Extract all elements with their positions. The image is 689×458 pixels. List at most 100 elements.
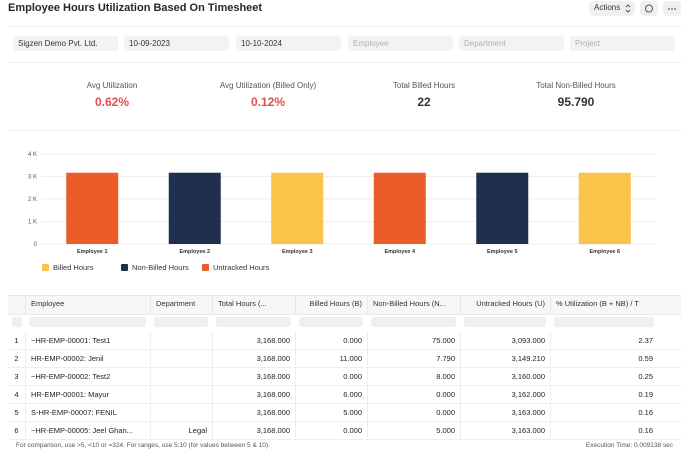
table-cell: 0.000 [295, 422, 367, 439]
table-cell: 2.37 [550, 332, 658, 349]
card-value: 0.62% [94, 95, 130, 109]
table-cell: ~HR-EMP-00001: Test1 [25, 332, 150, 349]
table-cell: ~HR-EMP-00005: Jeel Ghan... [25, 422, 150, 439]
table-cell: 3,093.000 [460, 332, 550, 349]
filter-field[interactable]: Project [570, 36, 675, 51]
bar [271, 172, 324, 244]
more-button[interactable] [663, 1, 681, 16]
page-title: Employee Hours Utilization Based On Time… [8, 2, 263, 14]
column-header[interactable]: Billed Hours (B) [295, 295, 367, 313]
table-cell: HR-EMP-00001: Mayur [25, 386, 150, 403]
table-cell: 3,168.000 [212, 368, 295, 385]
table-cell: 3,168.000 [212, 386, 295, 403]
table-cell [150, 350, 212, 367]
card-value: 0.12% [250, 95, 286, 109]
column-filter[interactable] [216, 317, 291, 327]
column-header[interactable]: Department [150, 295, 212, 313]
column-filter[interactable] [464, 317, 546, 327]
table-cell: 3,162.000 [460, 386, 550, 403]
bar [578, 172, 631, 244]
legend-swatch [42, 264, 49, 271]
row-line [8, 421, 681, 422]
table-cell: 3,168.000 [212, 332, 295, 349]
column-filter[interactable] [29, 317, 146, 327]
table-cell: 75.000 [367, 332, 460, 349]
x-tick-label: Employee 5 [487, 249, 518, 255]
table-cell: 0.000 [367, 386, 460, 403]
table-cell: 0.19 [550, 386, 658, 403]
y-tick-label: 1 K [28, 220, 37, 226]
row-line [8, 439, 681, 440]
column-filter [12, 317, 22, 327]
column-header[interactable]: Non-Billed Hours (N... [367, 295, 460, 313]
table-cell [150, 332, 212, 349]
row-index: 3 [14, 372, 19, 381]
y-tick-label: 0 [34, 242, 38, 248]
column-header[interactable]: Total Hours (... [212, 295, 295, 313]
legend-swatch [202, 264, 209, 271]
table-cell: S-HR-EMP-00007: FENIL [25, 404, 150, 421]
table-cell: 3,163.000 [460, 404, 550, 421]
bar [476, 172, 529, 244]
table-cell: 0.59 [550, 350, 658, 367]
table-cell: 3,168.000 [212, 404, 295, 421]
table-cell: 5.000 [367, 422, 460, 439]
column-header[interactable]: Employee [25, 295, 150, 313]
y-tick-label: 2 K [28, 197, 37, 203]
row-index: 5 [14, 408, 19, 417]
refresh-icon [645, 4, 653, 13]
refresh-button[interactable] [640, 1, 658, 16]
x-tick-label: Employee 3 [282, 249, 313, 255]
filter-field[interactable]: Department [459, 36, 564, 51]
table-cell: 0.000 [367, 404, 460, 421]
actions-button[interactable]: Actions [589, 1, 635, 16]
table-cell [150, 368, 212, 385]
x-tick-label: Employee 4 [384, 249, 416, 255]
filter-field[interactable]: 10-09-2023 [124, 36, 229, 51]
table-cell: 6.000 [295, 386, 367, 403]
bar [373, 172, 426, 244]
card-value: 95.790 [557, 95, 595, 109]
filter-field[interactable]: Sigzen Demo Pvt. Ltd. [13, 36, 118, 51]
bar [66, 172, 119, 244]
card-divider [8, 62, 681, 63]
table-cell: ~HR-EMP-00002: Test2 [25, 368, 150, 385]
row-line [8, 367, 681, 368]
more-icon [668, 8, 676, 10]
table-cell: 0.25 [550, 368, 658, 385]
row-index: 4 [14, 390, 19, 399]
card-label: Avg Utilization (Billed Only) [219, 81, 317, 90]
column-header[interactable]: % Utilization (B + NB) / T [550, 295, 658, 313]
table-cell: HR-EMP-00002: Jenil [25, 350, 150, 367]
table-cell: Legal [150, 422, 212, 439]
table-cell: 3,168.000 [212, 422, 295, 439]
column-filter[interactable] [554, 317, 654, 327]
filter-field[interactable]: Employee [348, 36, 453, 51]
row-index: 2 [14, 354, 19, 363]
table-cell: 7.790 [367, 350, 460, 367]
column-filter[interactable] [154, 317, 208, 327]
table-cell: 3,163.000 [460, 422, 550, 439]
table-cell: 11.000 [295, 350, 367, 367]
legend-swatch [121, 264, 128, 271]
chart-divider [8, 130, 681, 131]
table-cell: 0.000 [295, 332, 367, 349]
row-line [8, 349, 681, 350]
column-filter[interactable] [371, 317, 456, 327]
table-cell: 3,160.000 [460, 368, 550, 385]
legend-label: Non-Billed Hours [132, 263, 189, 272]
filter-field[interactable]: 10-10-2024 [236, 36, 341, 51]
bar-chart: 0 1 K 2 K 3 K 4 K Employee 1 Employee 2 Employe… [28, 152, 656, 272]
actions-label: Actions [594, 3, 621, 12]
legend-label: Billed Hours [53, 263, 94, 272]
row-index: 6 [14, 426, 19, 435]
table-cell: 0.16 [550, 404, 658, 421]
row-line [8, 385, 681, 386]
column-header[interactable]: Untracked Hours (U) [460, 295, 550, 313]
x-tick-label: Employee 1 [77, 249, 108, 255]
table-cell: 8.000 [367, 368, 460, 385]
card-label: Avg Utilization [86, 81, 138, 90]
column-filter[interactable] [299, 317, 363, 327]
y-tick-label: 4 K [28, 152, 37, 158]
row-line [8, 403, 681, 404]
